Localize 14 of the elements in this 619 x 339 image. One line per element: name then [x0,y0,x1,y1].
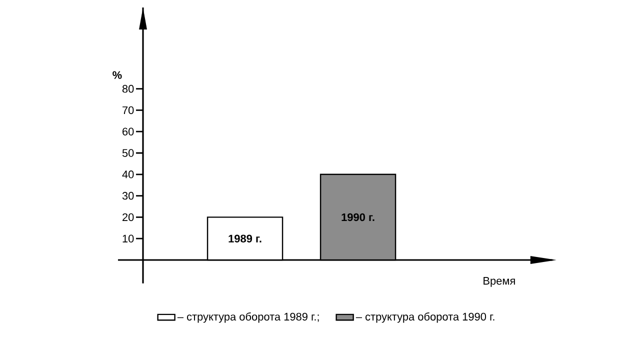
y-tick-label: 70 [122,106,134,114]
y-tick-label: 10 [122,234,134,242]
y-tick-label: 80 [122,84,134,93]
legend-label: – структура оборота 1990 г. [356,312,494,323]
y-tick-label: 50 [122,149,134,157]
x-tick-label: 1990 г. [342,213,374,222]
x-axis-title: Время [484,277,515,287]
y-tick-label: 40 [122,170,134,178]
y-axis-title: % [112,71,122,79]
legend-label: – структура оборота 1989 г.; [177,312,319,323]
y-tick-label: 30 [122,192,134,200]
x-tick-label: 1989 г. [228,234,262,242]
y-tick-label: 20 [122,213,134,222]
y-tick-label: 60 [122,128,134,136]
